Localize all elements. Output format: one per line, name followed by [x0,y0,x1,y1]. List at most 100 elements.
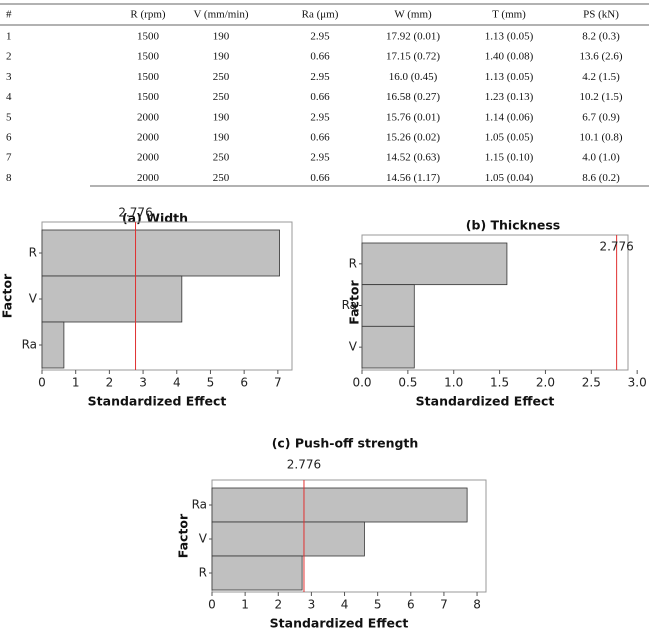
table-cell: 4.2 (1.5) [582,71,620,83]
table-cell: 0.66 [310,91,330,103]
x-tick-label: 6 [240,376,248,390]
bar [361,284,415,327]
x-tick-label: 0 [38,376,46,390]
table-cell: 190 [213,111,230,123]
x-tick-label: 3.0 [628,376,647,390]
table-cell: 1500 [137,71,160,83]
x-axis-label: Standardized Effect [270,616,409,631]
table-cell: 1.23 (0.13) [485,91,534,103]
x-tick-label: 5 [207,376,215,390]
reference-label: 2.776 [118,206,152,220]
table-cell: 8.2 (0.3) [582,31,620,43]
y-tick-label: Ra [192,498,207,512]
table-cell: 2.95 [310,111,330,123]
table-cell: 250 [213,71,230,83]
table-header: Ra (μm) [302,9,339,21]
x-tick-label: 2.5 [582,376,601,390]
y-tick-label: R [349,256,357,270]
y-tick-label: R [199,566,207,580]
table-cell: 16.58 (0.27) [386,91,440,103]
x-tick-label: 1 [72,376,80,390]
table-cell: 1.05 (0.05) [485,132,534,144]
x-tick-label: 4 [173,376,181,390]
table-cell: 4 [6,91,12,103]
table-cell: 1.13 (0.05) [485,31,534,43]
x-tick-label: 8 [473,598,481,612]
bar [211,487,468,523]
x-tick-label: 7 [440,598,448,612]
table-cell: 13.6 (2.6) [579,51,622,63]
table-header: # [6,9,12,21]
bar [361,325,415,369]
y-axis-label: Factor [176,513,191,558]
table-header: PS (kN) [583,9,619,21]
table-cell: 3 [6,71,12,83]
table-header: W (mm) [394,9,432,21]
table-cell: 0.66 [310,51,330,63]
table-cell: 14.52 (0.63) [386,152,440,164]
x-tick-label: 5 [374,598,382,612]
table-header: V (mm/min) [193,9,248,21]
x-tick-label: 2.0 [536,376,555,390]
y-axis-label: Factor [347,279,362,324]
x-tick-label: 4 [341,598,349,612]
x-tick-label: 1.0 [444,376,463,390]
table-cell: 2000 [137,132,160,144]
x-axis-label: Standardized Effect [416,394,555,409]
table-cell: 2000 [137,152,160,164]
table-cell: 250 [213,152,230,164]
table-cell: 1.15 (0.10) [485,152,534,164]
table-header: T (mm) [492,9,526,21]
table-cell: 7 [6,152,12,164]
table-cell: 6.7 (0.9) [582,111,620,123]
table-header: R (rpm) [130,9,165,21]
bar [211,521,365,557]
bar [41,321,65,369]
table-cell: 250 [213,91,230,103]
table-cell: 10.1 (0.8) [579,132,622,144]
y-axis-label: Factor [0,273,15,318]
x-axis-label: Standardized Effect [88,394,227,409]
x-tick-label: 3 [139,376,147,390]
table-cell: 190 [213,51,230,63]
table-cell: 15.76 (0.01) [386,111,440,123]
table-cell: 190 [213,132,230,144]
table-cell: 1500 [137,51,160,63]
table-cell: 17.92 (0.01) [386,31,440,43]
table-cell: 1500 [137,31,160,43]
y-tick-label: V [29,292,38,306]
table-cell: 8.6 (0.2) [582,172,620,184]
x-tick-label: 6 [407,598,415,612]
x-tick-label: 2 [106,376,114,390]
table-cell: 0.66 [310,172,330,184]
x-tick-label: 3 [308,598,316,612]
x-tick-label: 7 [274,376,282,390]
table-cell: 250 [213,172,230,184]
table-cell: 10.2 (1.5) [579,91,622,103]
table-cell: 1500 [137,91,160,103]
table-cell: 6 [6,132,12,144]
bar [211,555,303,591]
x-tick-label: 2 [274,598,282,612]
chart-title: (b) Thickness [466,218,560,233]
bar [41,275,183,323]
table-cell: 14.56 (1.17) [386,172,440,184]
table-cell: 1.13 (0.05) [485,71,534,83]
table-cell: 1.05 (0.04) [485,172,534,184]
table-cell: 1.40 (0.08) [485,51,534,63]
y-tick-label: Ra [342,298,357,312]
table-cell: 2000 [137,172,160,184]
table-cell: 1 [6,31,12,43]
table-cell: 2 [6,51,12,63]
x-tick-label: 0.5 [398,376,417,390]
chart-title: (c) Push-off strength [272,436,419,451]
x-tick-label: 0 [208,598,216,612]
table-cell: 0.66 [310,132,330,144]
bar [41,229,280,277]
reference-label: 2.776 [599,240,633,254]
table-cell: 17.15 (0.72) [386,51,440,63]
table-cell: 5 [6,111,12,123]
table-cell: 2.95 [310,152,330,164]
y-tick-label: V [349,340,358,354]
